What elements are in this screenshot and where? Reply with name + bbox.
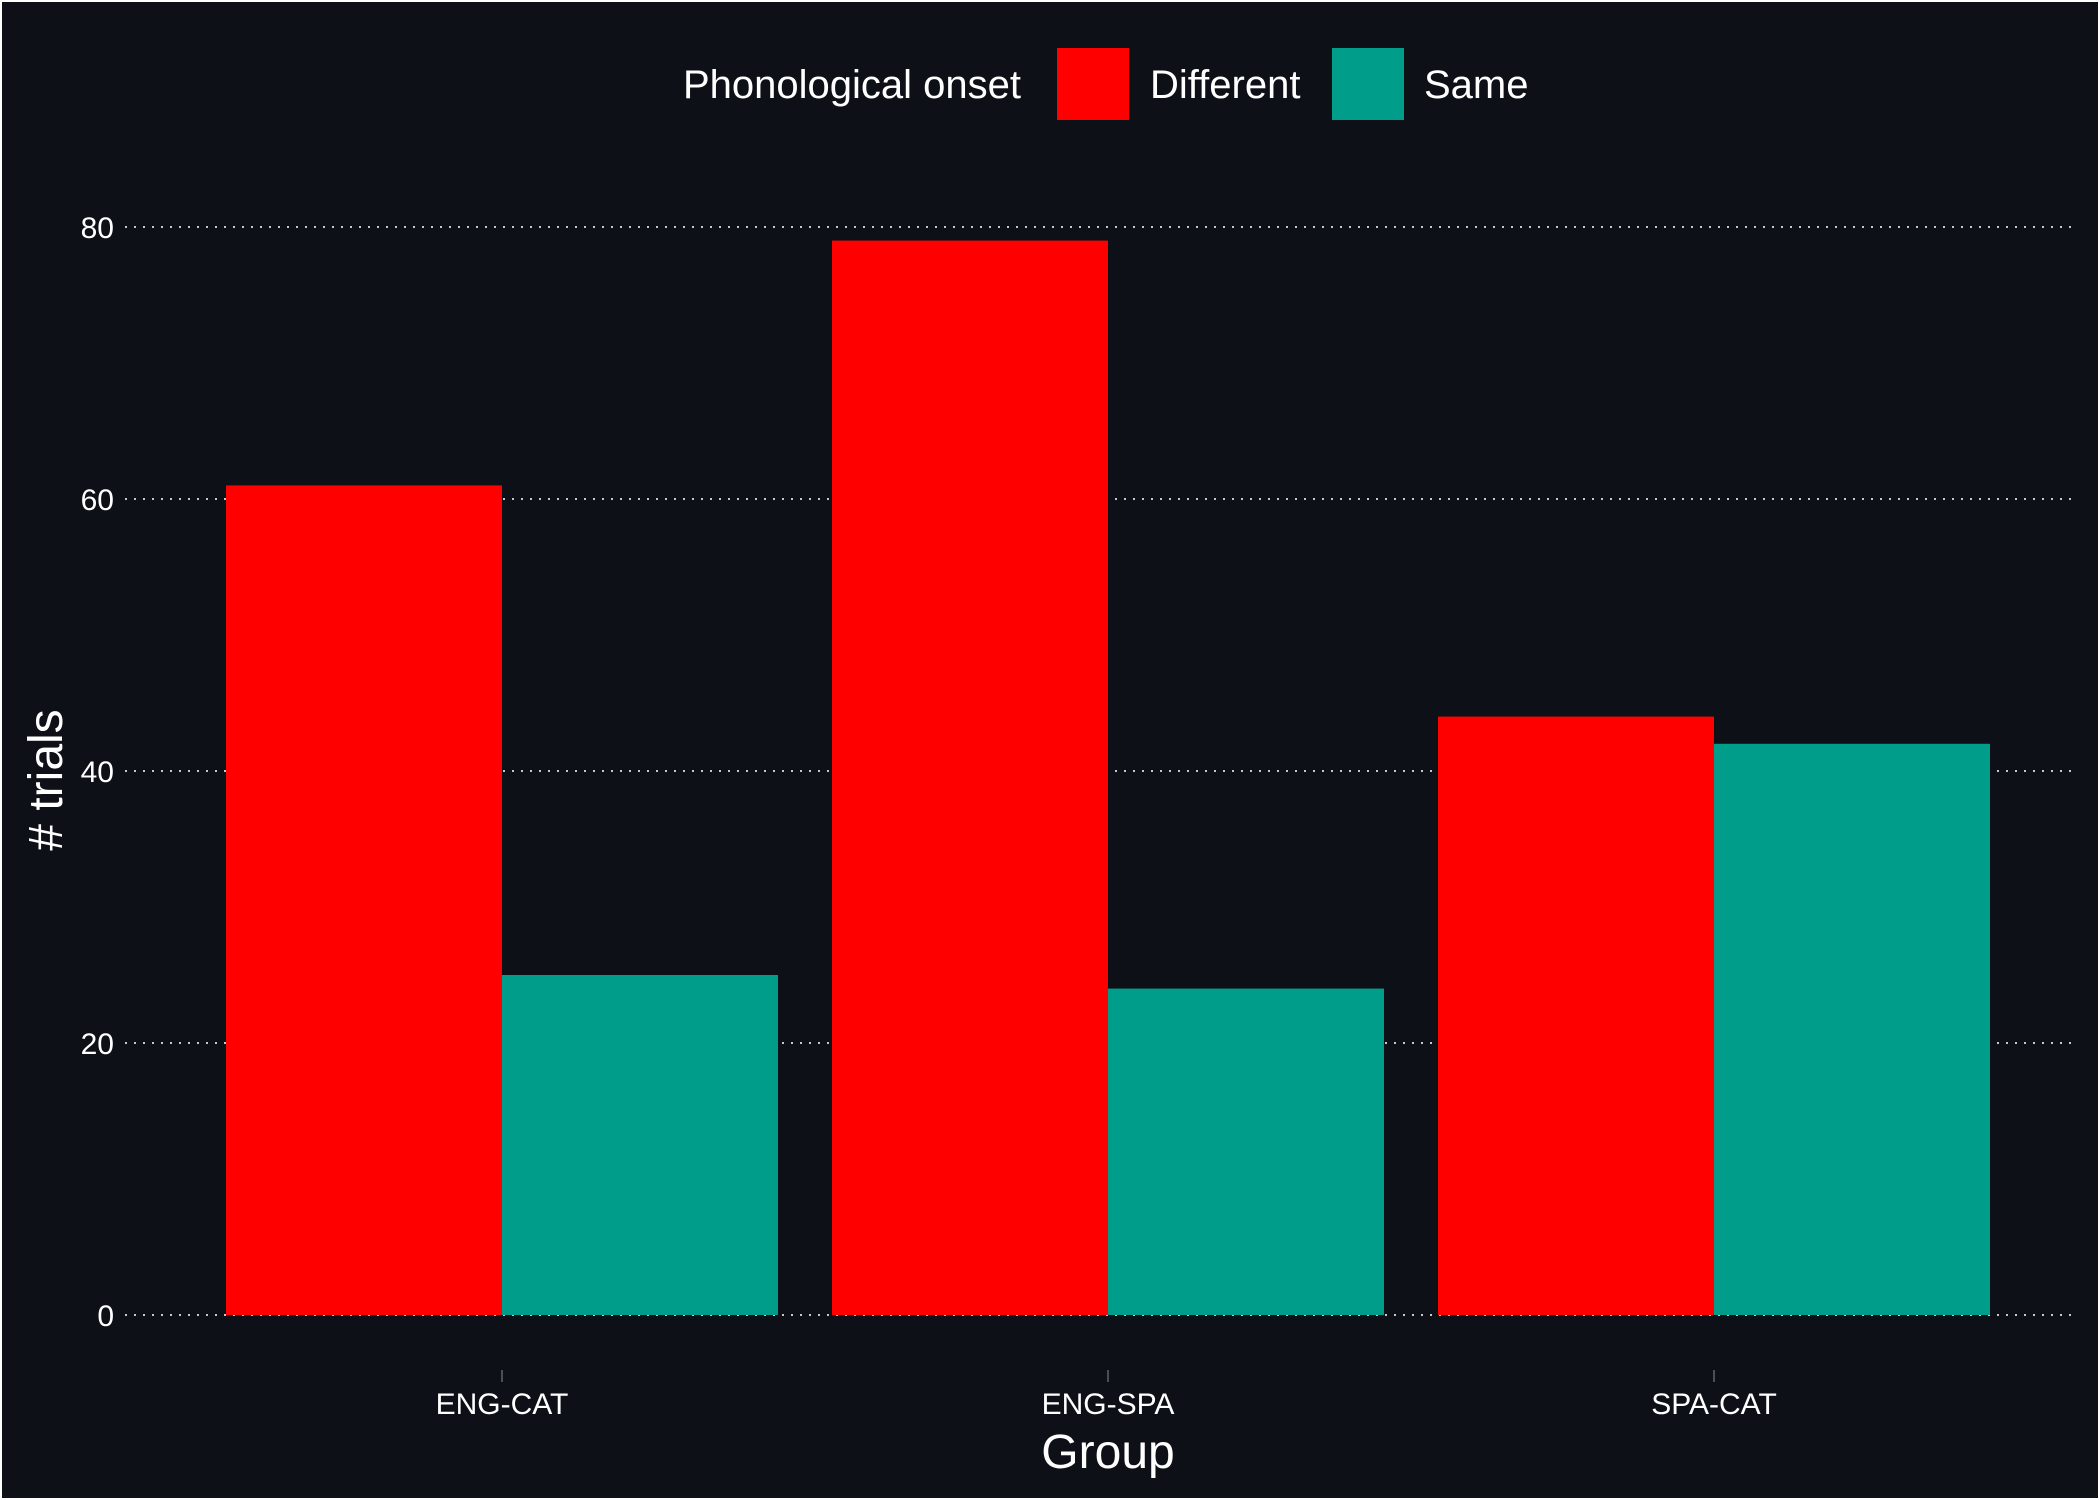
y-axis-title: # trials — [20, 709, 73, 850]
bar-eng-cat-different — [226, 485, 502, 1315]
bar-spa-cat-same — [1714, 743, 1990, 1315]
x-tick-label: ENG-CAT — [436, 1388, 569, 1421]
legend-label-different: Different — [1150, 63, 1300, 107]
legend-title: Phonological onset — [683, 63, 1021, 107]
legend-key-different — [1057, 48, 1129, 120]
legend: Phonological onset Different Same — [683, 48, 1529, 120]
bar-eng-cat-same — [502, 975, 778, 1315]
y-axis: 0 20 40 60 80 — [81, 212, 114, 1333]
y-tick-label: 60 — [81, 484, 114, 517]
bar-spa-cat-different — [1438, 716, 1714, 1315]
y-tick-label: 40 — [81, 756, 114, 789]
x-tick-label: SPA-CAT — [1651, 1388, 1777, 1421]
legend-key-same — [1332, 48, 1404, 120]
x-axis: ENG-CAT ENG-SPA SPA-CAT — [436, 1370, 1777, 1421]
x-axis-title: Group — [1041, 1426, 1174, 1479]
y-tick-label: 80 — [81, 212, 114, 245]
y-tick-label: 0 — [97, 1300, 114, 1333]
x-tick-label: ENG-SPA — [1042, 1388, 1175, 1421]
bar-eng-spa-same — [1108, 988, 1384, 1315]
bars — [226, 240, 1990, 1316]
legend-label-same: Same — [1424, 63, 1529, 107]
bar-eng-spa-different — [832, 240, 1108, 1316]
y-tick-label: 20 — [81, 1028, 114, 1061]
